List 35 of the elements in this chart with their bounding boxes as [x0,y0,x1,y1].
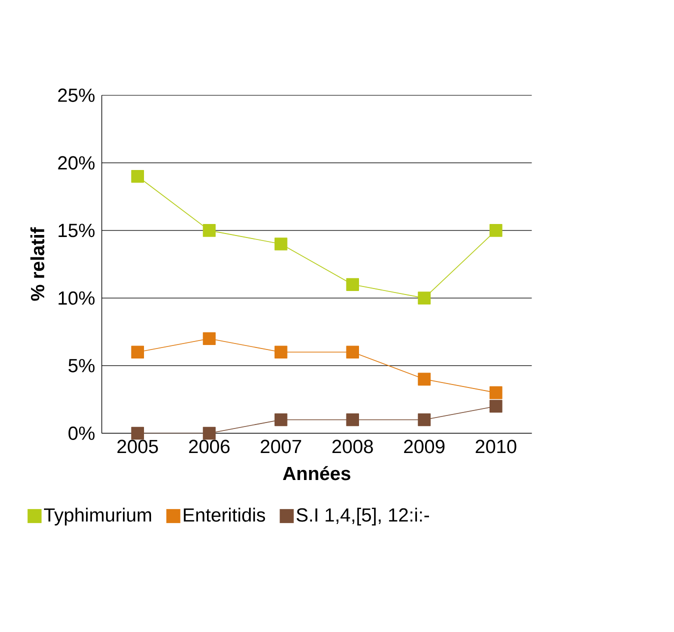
y-tick-label: 5% [68,358,95,372]
point [418,413,431,426]
point [131,426,144,440]
y-tick-label: 10% [58,291,95,305]
x-tick-label: 2010 [476,440,516,454]
y-tick-label: 25% [58,88,95,102]
point [274,413,288,426]
x-tick-label: 2009 [404,440,444,454]
y-tick-label: 15% [58,224,95,238]
x-tick-label: 2008 [332,440,373,454]
point [346,346,359,359]
point [274,238,288,250]
point [131,170,144,183]
y-axis-title: % relatif [30,227,44,301]
point [490,386,502,400]
point [346,278,359,291]
x-tick-label: 2007 [260,440,302,454]
y-tick-label: 20% [58,156,95,170]
point [490,400,502,413]
legend-label: S.I 1,4,[5], 12:i:- [296,508,430,526]
legend-label: Typhimurium [44,508,152,526]
point [346,413,359,426]
point [202,224,216,237]
y-tick-label: 0% [68,426,95,440]
legend-label: Enteritidis [184,508,266,522]
point [202,426,216,440]
point [202,332,216,346]
x-axis-title: Années [282,466,350,480]
x-tick-label: 2006 [189,440,230,454]
x-tick-label: 2005 [117,440,158,454]
point [131,346,144,359]
point [274,346,288,359]
point [418,292,431,304]
point [418,372,431,386]
point [490,224,502,237]
